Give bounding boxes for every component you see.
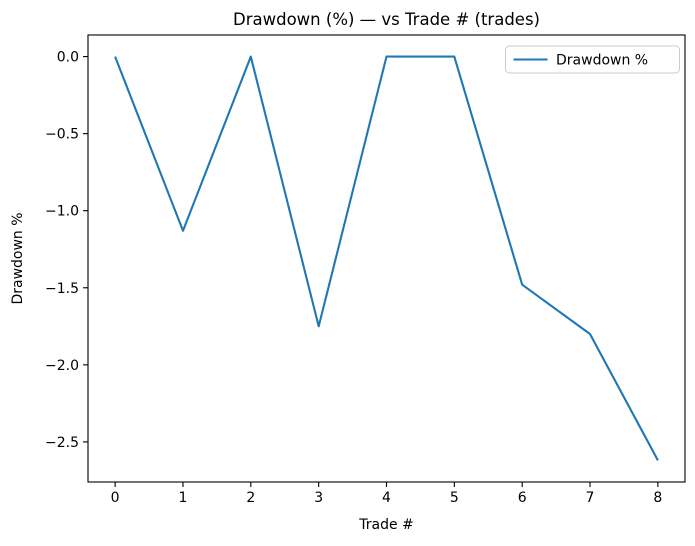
- x-tick-label: 6: [518, 490, 527, 506]
- x-tick-label: 5: [450, 490, 459, 506]
- y-tick-label: −1.0: [45, 204, 79, 220]
- y-axis: 0.0 −0.5 −1.0 −1.5 −2.0 −2.5: [45, 50, 88, 451]
- plot-border: [87, 34, 686, 483]
- legend-box: [505, 45, 680, 74]
- x-tick-label: 8: [653, 490, 662, 506]
- x-axis: 0 1 2 3 4 5 6 7 8: [111, 482, 662, 506]
- legend: Drawdown %: [505, 45, 680, 74]
- y-tick-label: 0.0: [57, 50, 79, 66]
- legend-label: Drawdown %: [556, 53, 648, 69]
- x-axis-label: Trade #: [358, 517, 414, 533]
- x-tick-label: 1: [179, 490, 188, 506]
- x-tick-label: 7: [586, 490, 595, 506]
- x-tick-label: 3: [314, 490, 323, 506]
- x-tick-label: 0: [111, 490, 120, 506]
- x-tick-label: 2: [246, 490, 255, 506]
- y-tick-label: −2.5: [45, 435, 79, 451]
- y-tick-label: −1.5: [45, 281, 79, 297]
- y-tick-label: −0.5: [45, 127, 79, 143]
- plot-area: [88, 35, 685, 482]
- chart-title: Drawdown (%) — vs Trade # (trades): [233, 10, 540, 29]
- drawdown-line: [114, 55, 659, 461]
- y-tick-label: −2.0: [45, 358, 79, 374]
- y-axis-label: Drawdown %: [10, 212, 26, 304]
- x-tick-label: 4: [382, 490, 391, 506]
